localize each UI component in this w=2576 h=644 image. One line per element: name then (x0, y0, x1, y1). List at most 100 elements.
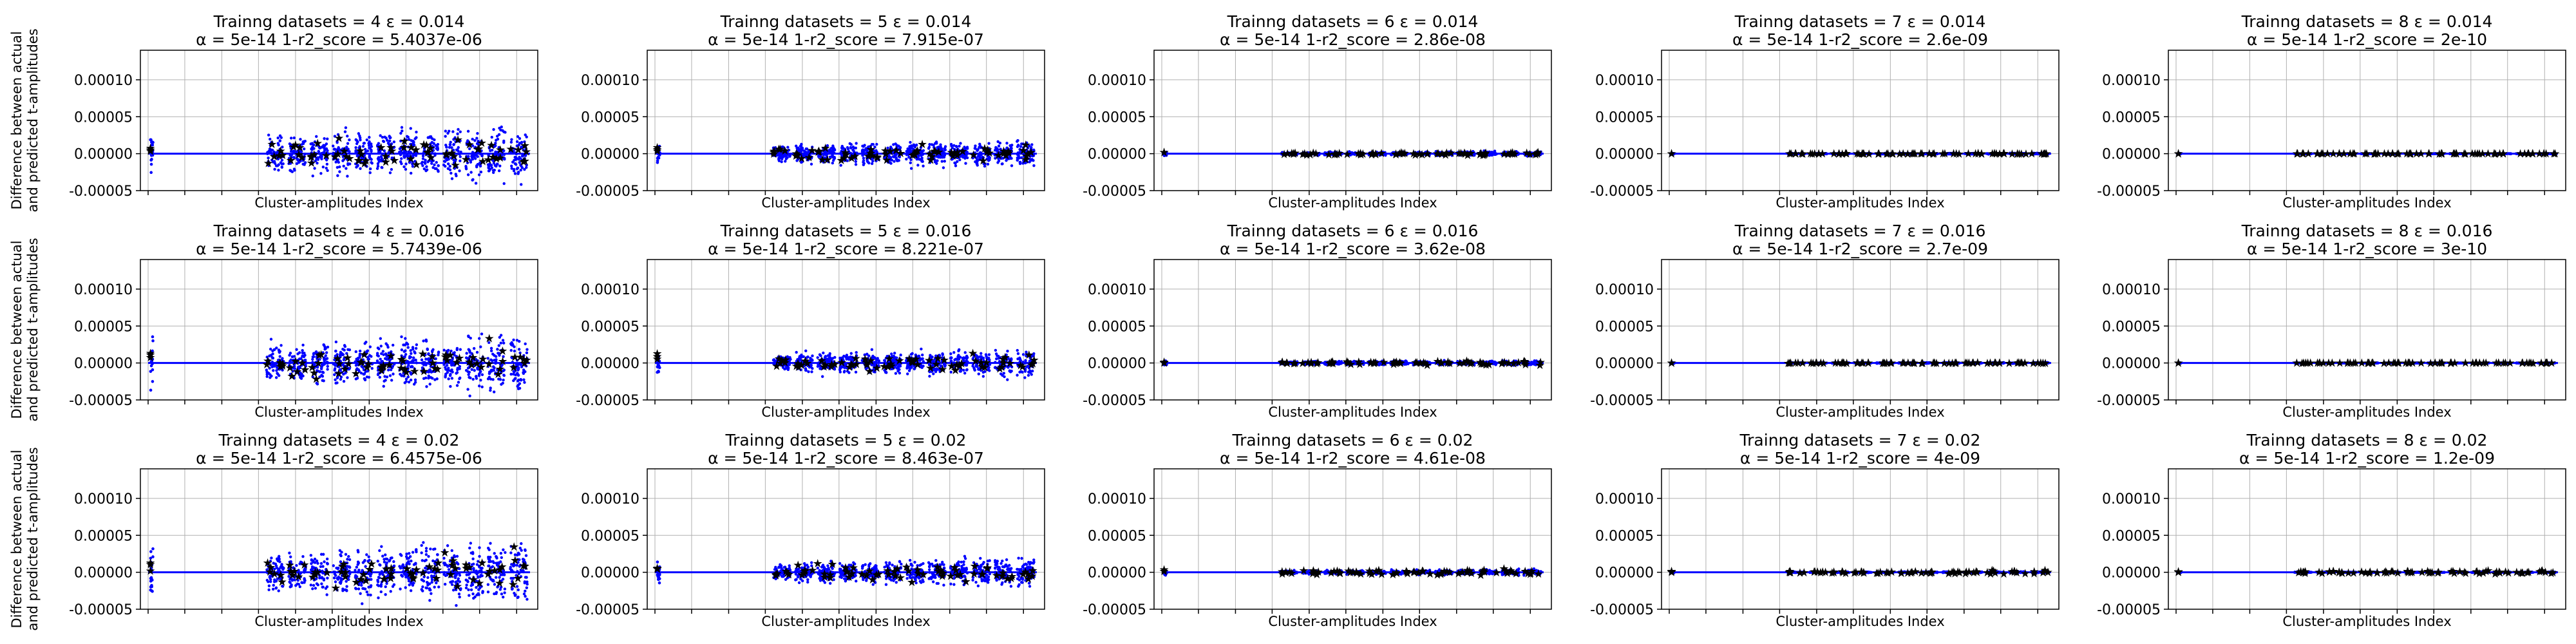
data-point-blue (149, 364, 153, 368)
data-point-blue (293, 169, 296, 172)
data-point-blue (519, 169, 522, 172)
x-axis-label: Cluster-amplitudes Index (254, 195, 423, 211)
data-point-blue (487, 169, 491, 173)
data-point-blue (510, 138, 513, 141)
data-point-blue (954, 164, 958, 167)
data-point-red-star: ★ (969, 149, 979, 162)
data-point-red-star: ★ (2437, 147, 2447, 161)
data-point-blue (359, 136, 362, 140)
data-point-blue (1001, 162, 1004, 166)
data-point-blue (292, 156, 296, 160)
data-point-red-star: ★ (278, 149, 288, 162)
data-point-blue (466, 129, 470, 133)
data-point-blue (476, 131, 479, 135)
y-tick-label: -0.00005 (1590, 184, 1654, 200)
data-point-red-star: ★ (339, 145, 349, 158)
data-point-blue (920, 160, 923, 163)
data-point-blue (367, 144, 371, 147)
data-point-blue (279, 148, 282, 152)
data-point-blue (301, 162, 305, 166)
data-point-blue (336, 158, 339, 162)
data-point-blue (457, 128, 460, 131)
data-point-red-star: ★ (389, 154, 399, 167)
y-tick-label: 0.00005 (74, 109, 133, 126)
data-point-blue (331, 144, 335, 147)
data-point-blue (289, 137, 293, 140)
data-point-blue (344, 149, 347, 153)
data-point-blue (276, 156, 279, 159)
data-point-blue (301, 156, 304, 159)
y-axis-label-line2: and predicted t-amplitudes (25, 28, 41, 212)
data-point-blue (310, 153, 314, 157)
data-point-red-star: ★ (2539, 147, 2549, 160)
data-point-red-star: ★ (652, 145, 662, 158)
data-point-blue (321, 166, 325, 169)
data-point-red-star: ★ (895, 147, 905, 160)
data-point-red-star: ★ (330, 150, 340, 164)
data-point-blue (656, 159, 659, 162)
data-point-blue (287, 156, 291, 160)
subplot-title-line1: Trainng datasets = 8 ε = 0.014 (2241, 12, 2493, 31)
data-point-blue (336, 148, 339, 151)
y-tick-label: 0.00010 (581, 73, 639, 89)
data-point-red-star: ★ (422, 146, 433, 160)
data-point-blue (368, 147, 372, 150)
subplot-title-line1: Trainng datasets = 4 ε = 0.014 (213, 12, 465, 31)
data-point-red-star: ★ (2014, 147, 2024, 161)
data-point-blue (317, 149, 320, 153)
y-tick-label: 0.00010 (74, 73, 133, 89)
data-point-blue (279, 156, 282, 159)
data-point-red-star: ★ (453, 133, 463, 147)
data-point-red-star: ★ (769, 145, 779, 158)
data-point-blue (336, 133, 340, 137)
data-point-blue (320, 157, 323, 160)
data-point-blue (343, 154, 346, 157)
data-point-blue (1493, 151, 1497, 155)
data-point-blue (365, 138, 368, 142)
data-point-blue (151, 339, 155, 343)
data-point-blue (272, 155, 276, 158)
data-point-red-star: ★ (461, 153, 471, 166)
data-point-blue (311, 161, 315, 164)
data-point-blue (150, 143, 154, 147)
data-point-red-star: ★ (312, 137, 323, 150)
data-point-blue (325, 162, 329, 166)
data-point-blue (267, 133, 270, 137)
data-point-red-star: ★ (2449, 147, 2459, 161)
data-point-red-star: ★ (2490, 147, 2501, 161)
data-point-red-star: ★ (1342, 147, 1352, 161)
data-point-red-star: ★ (307, 156, 317, 170)
data-point-blue (316, 162, 319, 165)
data-point-blue (273, 167, 276, 171)
data-point-red-star: ★ (981, 146, 992, 160)
data-point-blue (487, 166, 490, 170)
data-point-red-star: ★ (359, 157, 370, 171)
plot-area (2168, 50, 2566, 191)
y-axis-label-line1: Difference between actual (9, 31, 24, 209)
y-tick-label: -0.00005 (2097, 184, 2161, 200)
data-point-blue (274, 164, 278, 167)
data-point-blue (316, 156, 319, 159)
y-tick-label: 0.00010 (2102, 73, 2161, 89)
data-point-blue (310, 157, 314, 160)
data-point-blue (415, 130, 418, 134)
data-point-blue (368, 136, 371, 139)
subplot-title-line2: α = 5e-14 1-r2_score = 2e-10 (2247, 30, 2487, 49)
y-tick-label: 0.00000 (2102, 147, 2161, 163)
data-point-red-star: ★ (506, 143, 516, 156)
data-point-blue (297, 158, 301, 162)
x-axis-label: Cluster-amplitudes Index (1776, 195, 1944, 211)
data-point-blue (500, 125, 503, 129)
data-point-blue (401, 129, 404, 133)
data-point-blue (339, 148, 343, 152)
data-point-blue (338, 165, 341, 169)
y-tick-label: 0.00010 (74, 282, 133, 298)
data-point-blue (492, 128, 495, 131)
data-point-blue (446, 167, 450, 170)
data-point-blue (149, 171, 153, 175)
subplot-title-line2: α = 5e-14 1-r2_score = 2.86e-08 (1220, 30, 1486, 49)
data-point-red-star: ★ (1159, 146, 1169, 160)
